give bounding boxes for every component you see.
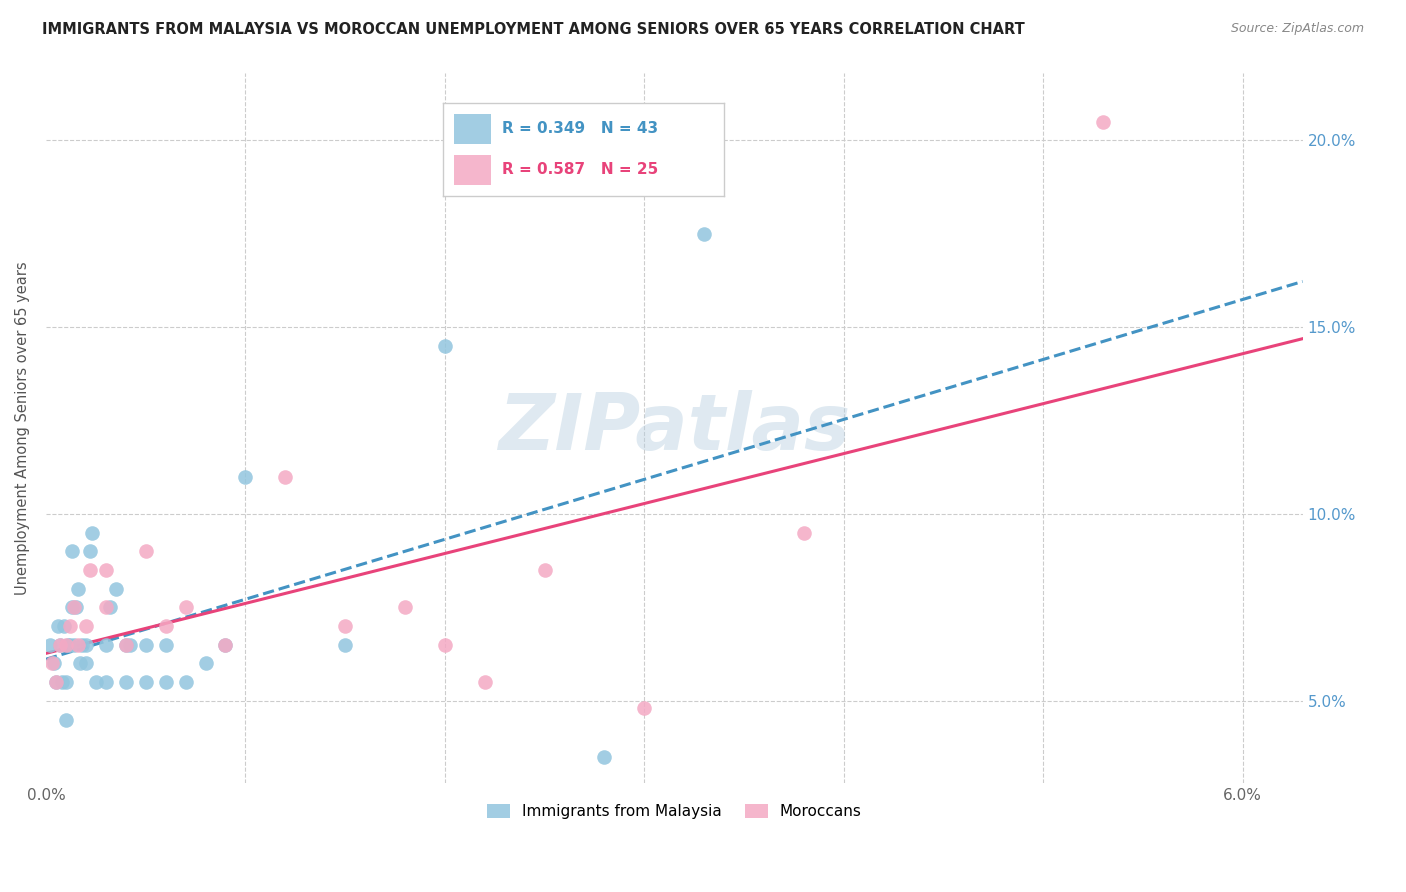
Point xyxy=(75,657,97,671)
Point xyxy=(533,563,555,577)
Point xyxy=(155,675,177,690)
Point xyxy=(274,469,297,483)
Point xyxy=(433,339,456,353)
Point xyxy=(118,638,141,652)
Point xyxy=(474,675,496,690)
Point xyxy=(793,525,815,540)
Point xyxy=(70,638,93,652)
Point xyxy=(63,600,86,615)
Point xyxy=(80,525,103,540)
Point xyxy=(94,675,117,690)
Point xyxy=(114,638,136,652)
Point xyxy=(174,675,197,690)
Point xyxy=(75,619,97,633)
Bar xyxy=(454,114,491,144)
Point xyxy=(66,582,89,596)
Point xyxy=(94,638,117,652)
Point xyxy=(52,619,75,633)
Point xyxy=(55,713,77,727)
Point xyxy=(59,619,82,633)
Point xyxy=(94,600,117,615)
Point xyxy=(46,619,69,633)
Point xyxy=(593,750,616,764)
Point xyxy=(49,638,72,652)
Point xyxy=(84,675,107,690)
Point xyxy=(63,638,86,652)
Point xyxy=(394,600,416,615)
Point xyxy=(45,675,67,690)
Point xyxy=(60,544,83,558)
Point xyxy=(214,638,236,652)
Point xyxy=(174,600,197,615)
Point xyxy=(41,657,63,671)
Point xyxy=(104,582,127,596)
Point xyxy=(135,675,157,690)
Point xyxy=(1092,114,1115,128)
Point xyxy=(39,638,62,652)
Point xyxy=(55,638,77,652)
Point xyxy=(65,600,87,615)
Point xyxy=(45,675,67,690)
Point xyxy=(55,675,77,690)
Point xyxy=(114,675,136,690)
Text: ZIPatlas: ZIPatlas xyxy=(498,390,851,466)
Point xyxy=(69,657,91,671)
Point xyxy=(49,638,72,652)
Point xyxy=(51,675,73,690)
Point xyxy=(194,657,217,671)
Point xyxy=(235,469,257,483)
Point xyxy=(693,227,716,241)
Point xyxy=(79,544,101,558)
Point xyxy=(214,638,236,652)
Point xyxy=(114,638,136,652)
Text: R = 0.349   N = 43: R = 0.349 N = 43 xyxy=(502,120,658,136)
Text: R = 0.587   N = 25: R = 0.587 N = 25 xyxy=(502,162,658,177)
Point xyxy=(274,787,297,801)
Point xyxy=(79,563,101,577)
Point xyxy=(42,657,65,671)
Point xyxy=(633,701,655,715)
Point xyxy=(333,638,356,652)
Point xyxy=(135,638,157,652)
Point xyxy=(98,600,121,615)
Legend: Immigrants from Malaysia, Moroccans: Immigrants from Malaysia, Moroccans xyxy=(481,797,868,825)
Point xyxy=(66,638,89,652)
Point xyxy=(333,619,356,633)
Point xyxy=(75,638,97,652)
Point xyxy=(433,638,456,652)
Point xyxy=(155,638,177,652)
Point xyxy=(155,619,177,633)
Point xyxy=(56,638,79,652)
Point xyxy=(135,544,157,558)
Point xyxy=(59,638,82,652)
Bar xyxy=(454,155,491,185)
Point xyxy=(60,600,83,615)
Text: Source: ZipAtlas.com: Source: ZipAtlas.com xyxy=(1230,22,1364,36)
Text: IMMIGRANTS FROM MALAYSIA VS MOROCCAN UNEMPLOYMENT AMONG SENIORS OVER 65 YEARS CO: IMMIGRANTS FROM MALAYSIA VS MOROCCAN UNE… xyxy=(42,22,1025,37)
Y-axis label: Unemployment Among Seniors over 65 years: Unemployment Among Seniors over 65 years xyxy=(15,261,30,595)
Point xyxy=(94,563,117,577)
